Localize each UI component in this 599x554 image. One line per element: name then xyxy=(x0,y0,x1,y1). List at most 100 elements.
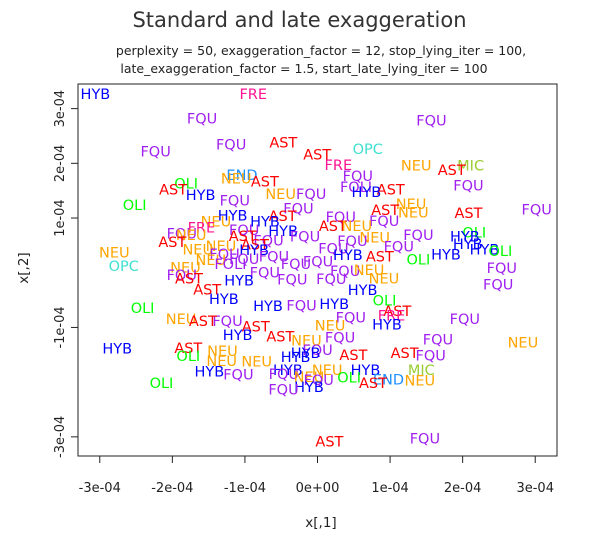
point-label: AST xyxy=(339,348,367,364)
chart-subtitle-line-2: late_exaggeration_factor = 1.5, start_la… xyxy=(120,61,488,76)
point-label: NEU xyxy=(206,239,237,255)
point-label: AST xyxy=(315,434,343,450)
point-label: NEU xyxy=(206,354,237,370)
point-label: NEU xyxy=(182,243,213,259)
point-label: HYB xyxy=(186,188,216,204)
point-label: AST xyxy=(175,272,203,288)
point-label: FQU xyxy=(229,252,259,268)
point-label: FQU xyxy=(303,255,333,271)
point-label: HYB xyxy=(281,350,311,366)
point-label: AST xyxy=(371,203,399,219)
point-label: NEU xyxy=(401,159,432,175)
point-label: NEU xyxy=(294,370,325,386)
point-label: HYB xyxy=(453,237,483,253)
point-label: NEU xyxy=(315,319,346,335)
point-label: NEU xyxy=(207,344,238,360)
point-label: FQU xyxy=(223,368,253,384)
point-label: AST xyxy=(303,148,331,164)
point-label: FQU xyxy=(416,114,446,130)
point-label: FQU xyxy=(330,264,360,280)
point-label: AST xyxy=(383,304,411,320)
x-tick-label: -3e-04 xyxy=(79,481,121,496)
point-label: NEU xyxy=(196,253,227,269)
point-label: NEU xyxy=(291,334,322,350)
y-tick-label: -3e-04 xyxy=(53,416,68,458)
point-label: OLI xyxy=(123,198,147,214)
point-label: FQU xyxy=(369,214,399,230)
y-axis-label: x[,2] xyxy=(16,252,32,284)
point-label: FRE xyxy=(325,158,353,174)
y-tick-label: 2e-04 xyxy=(53,145,68,183)
point-label: NEU xyxy=(312,363,343,379)
point-label: HYB xyxy=(268,224,298,240)
point-label: HYB xyxy=(319,297,349,313)
point-label: FQU xyxy=(140,144,170,160)
point-label: FQU xyxy=(326,210,356,226)
point-label: HYB xyxy=(81,87,111,103)
point-label: FQU xyxy=(167,268,197,284)
point-label: FQU xyxy=(304,373,334,389)
point-label: FQU xyxy=(453,178,483,194)
point-label: FQU xyxy=(483,277,513,293)
point-label: HYB xyxy=(195,364,225,380)
point-label: HYB xyxy=(223,328,253,344)
point-label: HYB xyxy=(273,363,303,379)
point-label: NEU xyxy=(508,335,539,351)
point-label: NEU xyxy=(342,219,373,235)
point-label: NEU xyxy=(398,206,429,222)
point-label: OLI xyxy=(131,301,155,317)
y-tick-label: 3e-04 xyxy=(53,90,68,128)
point-label: FQU xyxy=(290,230,320,246)
point-label: AST xyxy=(251,174,279,190)
point-label: HYB xyxy=(239,243,269,259)
point-label: FQU xyxy=(212,314,242,330)
point-label: FQU xyxy=(268,382,298,398)
point-label: NEU xyxy=(166,312,197,328)
point-label: END xyxy=(226,168,257,184)
point-label: AST xyxy=(438,163,466,179)
point-label: AST xyxy=(366,249,394,265)
point-label: NEU xyxy=(396,197,427,213)
point-label: FQU xyxy=(416,348,446,364)
point-label: MIC xyxy=(457,159,484,175)
point-label: AST xyxy=(174,341,202,357)
point-label: OPC xyxy=(109,259,139,275)
x-tick-label: 0e+00 xyxy=(296,481,340,496)
point-label: OLI xyxy=(489,244,513,260)
point-label: NEU xyxy=(354,263,385,279)
point-label: AST xyxy=(266,329,294,345)
point-label: FQU xyxy=(269,367,299,383)
point-label: OLI xyxy=(406,252,430,268)
point-label: FQU xyxy=(283,201,313,217)
point-label: HYB xyxy=(291,346,321,362)
point-label: END xyxy=(373,373,404,389)
point-label: OLI xyxy=(373,294,397,310)
point-label: FQU xyxy=(450,312,480,328)
x-axis-label: x[,1] xyxy=(305,515,337,531)
point-label: NEU xyxy=(176,228,207,244)
x-tick-label: 3e-04 xyxy=(516,481,554,496)
point-label: FQU xyxy=(343,169,373,185)
point-label: HYB xyxy=(352,185,382,201)
point-label: AST xyxy=(229,229,257,245)
point-label: FQU xyxy=(423,333,453,349)
y-tick-label: -1e-04 xyxy=(53,306,68,348)
point-label: NEU xyxy=(99,245,130,261)
point-label: FQU xyxy=(286,298,316,314)
x-tick-label: 1e-04 xyxy=(371,481,409,496)
point-label: HYB xyxy=(102,341,132,357)
x-axis: -3e-04 -2e-04 -1e-04 0e+00 1e-04 2e-04 3e-04 xyxy=(79,456,554,496)
point-label: AST xyxy=(319,219,347,235)
point-label: FQU xyxy=(403,228,433,244)
point-label: FQU xyxy=(187,112,217,128)
point-label: FQU xyxy=(296,187,326,203)
point-label: FQU xyxy=(302,343,332,359)
chart-title: Standard and late exaggeration xyxy=(132,8,467,32)
x-tick-label: 2e-04 xyxy=(444,481,482,496)
point-label: AST xyxy=(377,183,405,199)
point-label: FQU xyxy=(384,239,414,255)
point-label: HYB xyxy=(372,317,402,333)
point-label: AST xyxy=(158,235,186,251)
point-label: AST xyxy=(159,183,187,199)
point-label: NEU xyxy=(241,354,272,370)
